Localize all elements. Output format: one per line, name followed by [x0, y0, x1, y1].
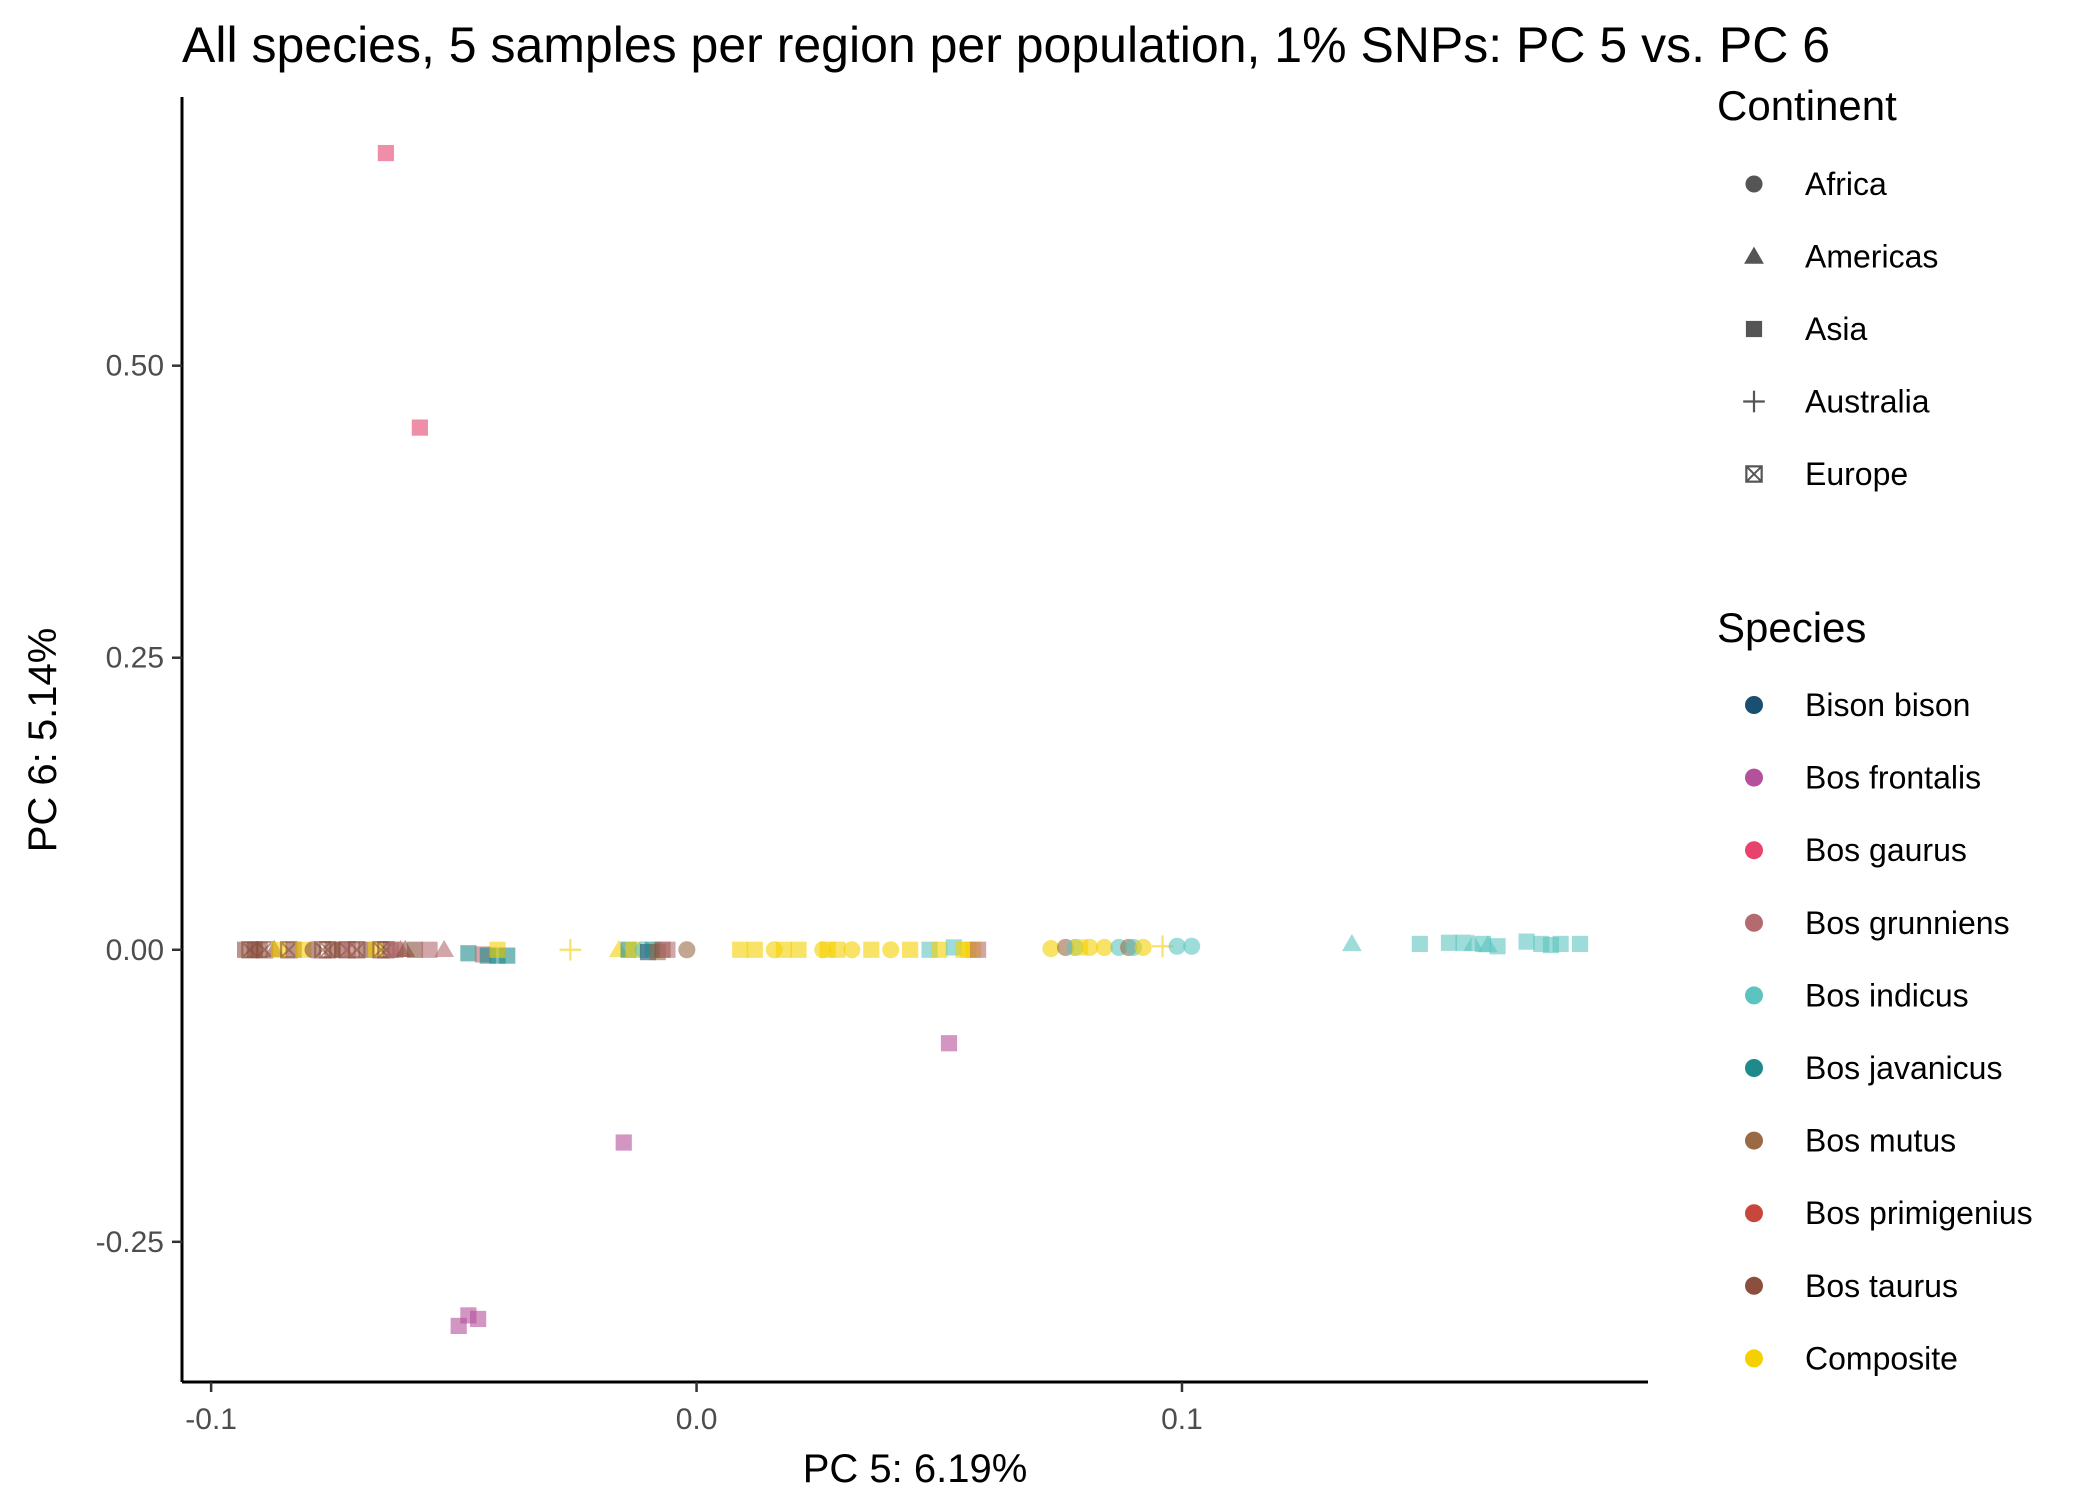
data-point	[659, 941, 676, 958]
data-point	[902, 941, 919, 958]
legend-species-label: Bos grunniens	[1805, 905, 2010, 941]
data-point	[1571, 935, 1589, 953]
data-point	[843, 941, 861, 959]
data-point	[1042, 940, 1060, 958]
legend-species-swatch	[1745, 1131, 1763, 1150]
y-axis-title: PC 6: 5.14%	[21, 628, 65, 853]
data-point	[559, 938, 582, 961]
legend-continent: Continent Africa Americas Asia Australia Eur…	[1717, 82, 1938, 492]
legend-species-label: Bos mutus	[1805, 1123, 1956, 1159]
legend-species-swatch	[1745, 913, 1763, 932]
data-point	[882, 941, 900, 959]
legend-species-label: Bos javanicus	[1805, 1050, 2002, 1086]
data-point	[1440, 934, 1458, 951]
data-point	[1411, 935, 1428, 953]
y-tick-label: 0.25	[106, 642, 164, 675]
legend-continent-label: Americas	[1805, 239, 1938, 275]
legend-continent-label: Africa	[1805, 166, 1887, 202]
data-point	[970, 941, 987, 958]
data-point	[1489, 938, 1506, 955]
data-point	[829, 941, 846, 958]
data-point	[1518, 933, 1535, 950]
chart-title: All species, 5 samples per region per po…	[182, 17, 1830, 73]
data-point	[489, 941, 506, 958]
data-point	[406, 941, 424, 958]
legend-continent-label: Asia	[1805, 311, 1867, 347]
data-point	[678, 941, 696, 959]
data-point	[1168, 937, 1186, 955]
legend-species-label: Bos taurus	[1805, 1268, 1958, 1304]
points-layer	[237, 144, 1589, 1335]
data-point	[411, 419, 428, 436]
data-point	[746, 941, 763, 958]
legend-continent-label: Australia	[1805, 384, 1930, 420]
data-point	[775, 941, 793, 958]
legend-species-label: Bison bison	[1805, 687, 1970, 723]
data-point	[1095, 938, 1113, 956]
legend-shape-boxx	[1745, 465, 1763, 483]
legend-species-title: Species	[1717, 604, 1866, 651]
data-point	[343, 941, 361, 958]
legend-species-swatch	[1745, 986, 1763, 1005]
data-point	[251, 941, 268, 958]
data-point	[615, 1134, 632, 1151]
legend-species-swatch	[1745, 841, 1763, 860]
legend-species-swatch	[1745, 768, 1763, 787]
data-point	[421, 941, 438, 958]
legend-shape-triangle	[1744, 246, 1764, 264]
legend-species-label: Bos gaurus	[1805, 832, 1967, 868]
data-point	[790, 941, 807, 958]
x-tick-label: 0.1	[1161, 1403, 1203, 1436]
legend-species-label: Bos primigenius	[1805, 1195, 2033, 1231]
x-axis-title: PC 5: 6.19%	[803, 1447, 1028, 1491]
legend-continent-label: Europe	[1805, 456, 1908, 492]
data-point	[931, 941, 948, 958]
data-point	[270, 941, 288, 958]
data-point	[460, 945, 477, 962]
data-point	[470, 1310, 487, 1328]
y-tick-label: 0.00	[106, 934, 164, 967]
legend-species-label: Composite	[1805, 1340, 1958, 1376]
legend-species-label: Bos indicus	[1805, 977, 1969, 1013]
y-tick-label: 0.50	[106, 350, 164, 383]
data-point	[863, 941, 880, 958]
legend-species-swatch	[1745, 696, 1763, 714]
data-point	[1552, 935, 1569, 953]
data-point	[377, 144, 394, 162]
y-tick-label: -0.25	[96, 1226, 164, 1259]
data-point	[368, 941, 385, 958]
legend-species: Species Bison bison Bos frontalis Bos gaur…	[1717, 604, 2033, 1376]
data-point	[450, 1317, 467, 1335]
legend-species-swatch	[1745, 1276, 1763, 1295]
legend-species-swatch	[1745, 1059, 1763, 1077]
legend-shape-square	[1745, 320, 1763, 338]
ticks-layer: -0.1 0.0 0.1 0.50 0.25 0.00 -0.25	[96, 350, 1203, 1436]
legend-species-label: Bos frontalis	[1805, 760, 1981, 796]
data-point	[434, 939, 455, 957]
data-point	[1134, 938, 1152, 956]
legend-continent-title: Continent	[1717, 82, 1897, 129]
x-tick-label: 0.0	[676, 1403, 718, 1436]
data-point	[1341, 934, 1362, 952]
data-point	[1081, 938, 1099, 956]
data-point	[940, 1035, 958, 1052]
x-tick-label: -0.1	[185, 1403, 237, 1436]
legend-shape-plus	[1743, 390, 1765, 413]
legend-species-swatch	[1745, 1204, 1763, 1223]
legend-shape-circle	[1745, 175, 1763, 193]
data-point	[1183, 937, 1201, 955]
legend-species-swatch	[1745, 1349, 1763, 1368]
data-point	[732, 941, 749, 958]
